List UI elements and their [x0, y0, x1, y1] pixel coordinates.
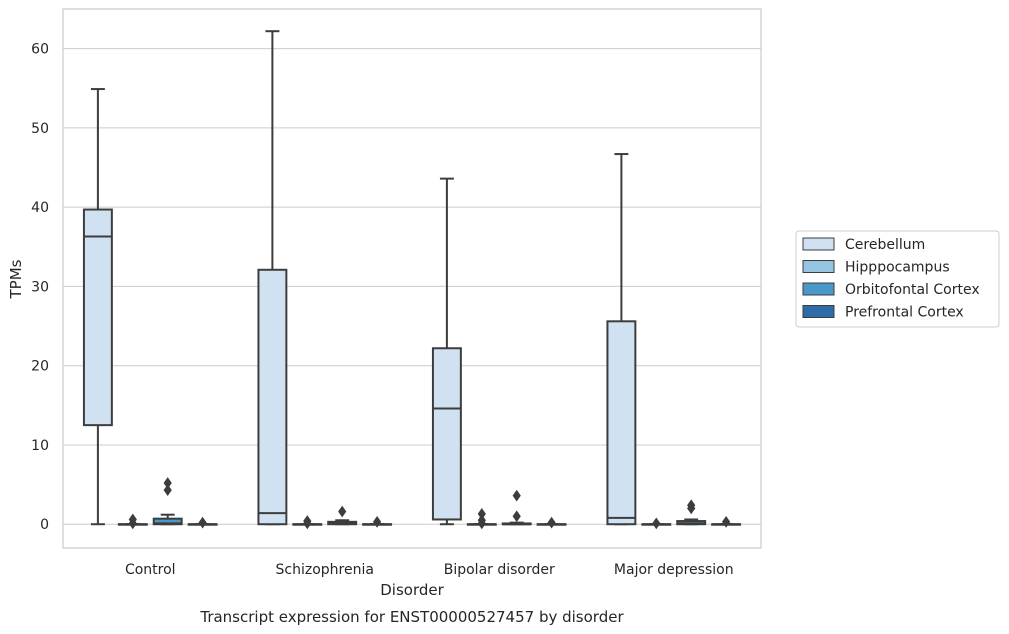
legend-swatch	[802, 305, 835, 318]
series-hipppocampus	[117, 508, 672, 530]
box-series	[82, 30, 742, 530]
box	[711, 515, 742, 528]
outlier-point	[477, 508, 486, 520]
outlier-point	[338, 505, 347, 518]
legend-swatch	[802, 282, 835, 296]
y-tick-label: 20	[31, 359, 49, 375]
y-tick-label: 50	[31, 121, 49, 137]
box	[431, 177, 462, 526]
y-tick-label: 40	[31, 200, 49, 216]
box-body	[257, 268, 288, 526]
legend-label: Prefrontal Cortex	[845, 305, 964, 321]
box	[362, 515, 393, 528]
outlier-point	[547, 516, 556, 529]
box	[466, 508, 497, 530]
box	[292, 515, 323, 530]
legend-swatch	[802, 260, 835, 273]
legend-swatch	[802, 237, 835, 251]
box	[327, 505, 358, 526]
legend-label: Hipppocampus	[845, 260, 950, 276]
box	[536, 516, 567, 529]
x-tick-label: Control	[125, 562, 176, 578]
x-tick-label: Major depression	[614, 562, 734, 578]
outlier-point	[198, 516, 207, 529]
chart-caption: Transcript expression for ENST0000052745…	[199, 608, 624, 626]
series-prefrontal-cortex	[187, 515, 742, 529]
outlier-point	[372, 515, 382, 528]
outlier-point	[303, 515, 312, 527]
box	[676, 499, 707, 526]
box-body	[606, 320, 637, 526]
plot-frame	[62, 8, 762, 549]
y-tick-labels: 0 10 20 30 40 50 60	[31, 42, 49, 534]
box	[82, 88, 113, 526]
x-tick-labels: Control Schizophrenia Bipolar disorder Majo…	[125, 562, 734, 578]
series-orbitofontal-cortex	[152, 477, 707, 526]
box-body	[431, 347, 462, 521]
legend-frame	[795, 230, 1000, 328]
outlier-point	[512, 489, 521, 502]
box	[606, 153, 637, 526]
outlier-point	[163, 484, 172, 497]
outlier-point	[128, 513, 137, 526]
outlier-point	[687, 499, 696, 512]
outlier-point	[477, 514, 486, 527]
x-axis-label: Disorder	[380, 581, 444, 599]
series-cerebellum	[82, 30, 637, 526]
outlier-point	[652, 517, 661, 530]
x-tick-label: Bipolar disorder	[444, 562, 555, 578]
legend-label: Cerebellum	[845, 237, 925, 253]
outlier-point	[721, 515, 731, 528]
legend: Cerebellum Hipppocampus Orbitofontal Corte…	[795, 230, 1000, 328]
box	[152, 477, 183, 526]
grid-lines	[63, 48, 761, 525]
box	[117, 513, 148, 530]
outlier-point	[163, 477, 172, 489]
y-tick-label: 0	[40, 517, 49, 533]
box-body	[82, 208, 113, 427]
box	[257, 30, 288, 526]
y-tick-label: 30	[31, 279, 49, 295]
y-axis-label: TPMs	[7, 259, 25, 299]
legend-label: Orbitofontal Cortex	[845, 282, 980, 298]
box	[187, 516, 218, 529]
outlier-point	[512, 510, 521, 523]
y-tick-label: 10	[31, 438, 49, 454]
box	[641, 517, 672, 530]
box	[501, 489, 532, 526]
y-tick-label: 60	[31, 42, 49, 58]
x-tick-label: Schizophrenia	[276, 562, 374, 578]
